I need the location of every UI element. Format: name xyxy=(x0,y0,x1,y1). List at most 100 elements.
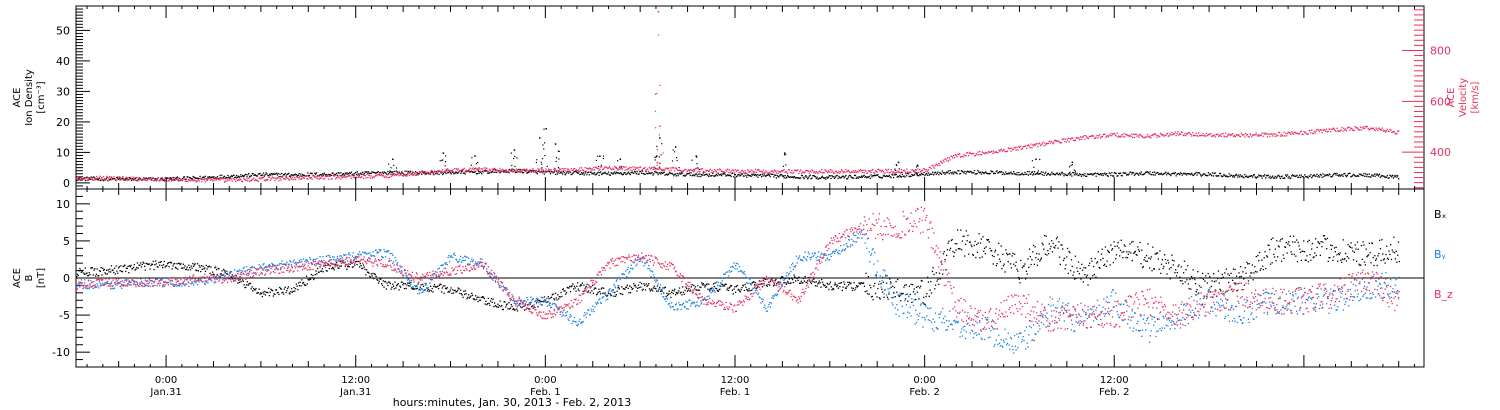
data-point xyxy=(222,176,225,178)
data-point xyxy=(613,168,615,170)
data-point xyxy=(689,174,691,176)
data-point xyxy=(584,167,586,169)
data-point xyxy=(113,177,115,180)
data-point xyxy=(264,294,267,296)
data-point xyxy=(631,171,633,173)
data-point xyxy=(740,173,743,175)
data-point xyxy=(1293,131,1295,134)
data-point xyxy=(714,174,717,177)
data-point xyxy=(561,173,564,175)
data-point xyxy=(166,177,168,179)
data-point xyxy=(394,174,396,177)
data-point xyxy=(555,160,557,163)
data-point xyxy=(1060,244,1062,246)
data-point xyxy=(442,152,445,154)
data-point xyxy=(623,288,625,290)
data-point xyxy=(1334,129,1336,132)
data-point xyxy=(747,169,749,171)
data-point xyxy=(691,284,693,286)
data-point xyxy=(720,175,723,177)
data-point xyxy=(258,288,260,290)
data-point xyxy=(787,169,790,171)
data-point xyxy=(1213,273,1215,275)
data-point xyxy=(114,178,116,180)
data-point xyxy=(1305,176,1308,178)
data-point xyxy=(826,282,828,284)
data-point xyxy=(432,173,434,175)
data-point xyxy=(504,301,506,303)
data-point xyxy=(901,293,903,295)
data-point xyxy=(622,288,625,290)
data-point xyxy=(1170,174,1172,177)
data-point xyxy=(683,293,685,295)
data-point xyxy=(539,300,542,303)
data-point xyxy=(557,150,559,152)
data-point xyxy=(1025,173,1027,175)
data-point xyxy=(689,169,691,171)
data-point xyxy=(929,289,931,291)
data-point xyxy=(255,179,257,181)
data-point xyxy=(897,161,900,164)
data-point xyxy=(94,177,96,179)
data-point xyxy=(977,170,979,172)
data-point xyxy=(1010,171,1012,173)
data-point xyxy=(660,168,662,170)
data-point xyxy=(341,174,343,177)
data-point xyxy=(659,168,661,170)
data-point xyxy=(538,169,540,171)
data-point xyxy=(487,172,489,174)
data-point xyxy=(940,261,942,263)
data-point xyxy=(864,169,866,171)
data-point xyxy=(787,280,789,283)
data-point xyxy=(814,285,817,287)
data-point xyxy=(426,171,428,173)
data-point xyxy=(741,169,744,172)
data-point xyxy=(160,179,162,181)
data-point xyxy=(360,172,362,174)
data-point xyxy=(976,154,978,156)
data-point xyxy=(1358,263,1360,265)
data-point xyxy=(672,173,674,175)
data-point xyxy=(991,250,993,252)
data-point xyxy=(850,172,852,174)
data-point xyxy=(1285,135,1288,137)
data-point xyxy=(1002,149,1004,152)
data-point xyxy=(424,171,426,173)
data-point xyxy=(188,264,190,266)
data-point xyxy=(1266,175,1269,177)
data-point xyxy=(1013,171,1015,173)
data-point xyxy=(189,269,192,271)
data-point xyxy=(763,171,765,173)
data-point xyxy=(252,179,254,181)
data-point xyxy=(585,170,587,172)
data-point xyxy=(116,176,118,179)
data-point xyxy=(1198,292,1200,294)
data-point xyxy=(976,172,978,175)
data-point xyxy=(567,172,570,174)
data-point xyxy=(1132,136,1134,139)
data-point xyxy=(742,284,744,286)
data-point xyxy=(364,268,366,271)
data-point xyxy=(345,176,347,179)
data-point xyxy=(400,174,402,176)
data-point xyxy=(145,177,147,179)
data-point xyxy=(1382,175,1384,177)
data-point xyxy=(1014,265,1016,267)
data-point xyxy=(307,172,309,174)
data-point xyxy=(1240,175,1242,178)
data-point xyxy=(911,301,913,304)
data-point xyxy=(901,173,903,176)
data-point xyxy=(791,169,793,172)
data-point xyxy=(154,178,156,180)
data-point xyxy=(1119,172,1122,174)
data-point xyxy=(1351,129,1354,131)
data-point xyxy=(381,171,384,173)
data-point xyxy=(1200,286,1202,288)
data-point xyxy=(1059,141,1061,144)
data-point xyxy=(169,261,171,264)
data-point xyxy=(1094,137,1096,139)
data-point xyxy=(581,167,583,169)
data-point xyxy=(140,266,143,268)
data-point xyxy=(249,282,252,284)
data-point xyxy=(302,174,305,176)
